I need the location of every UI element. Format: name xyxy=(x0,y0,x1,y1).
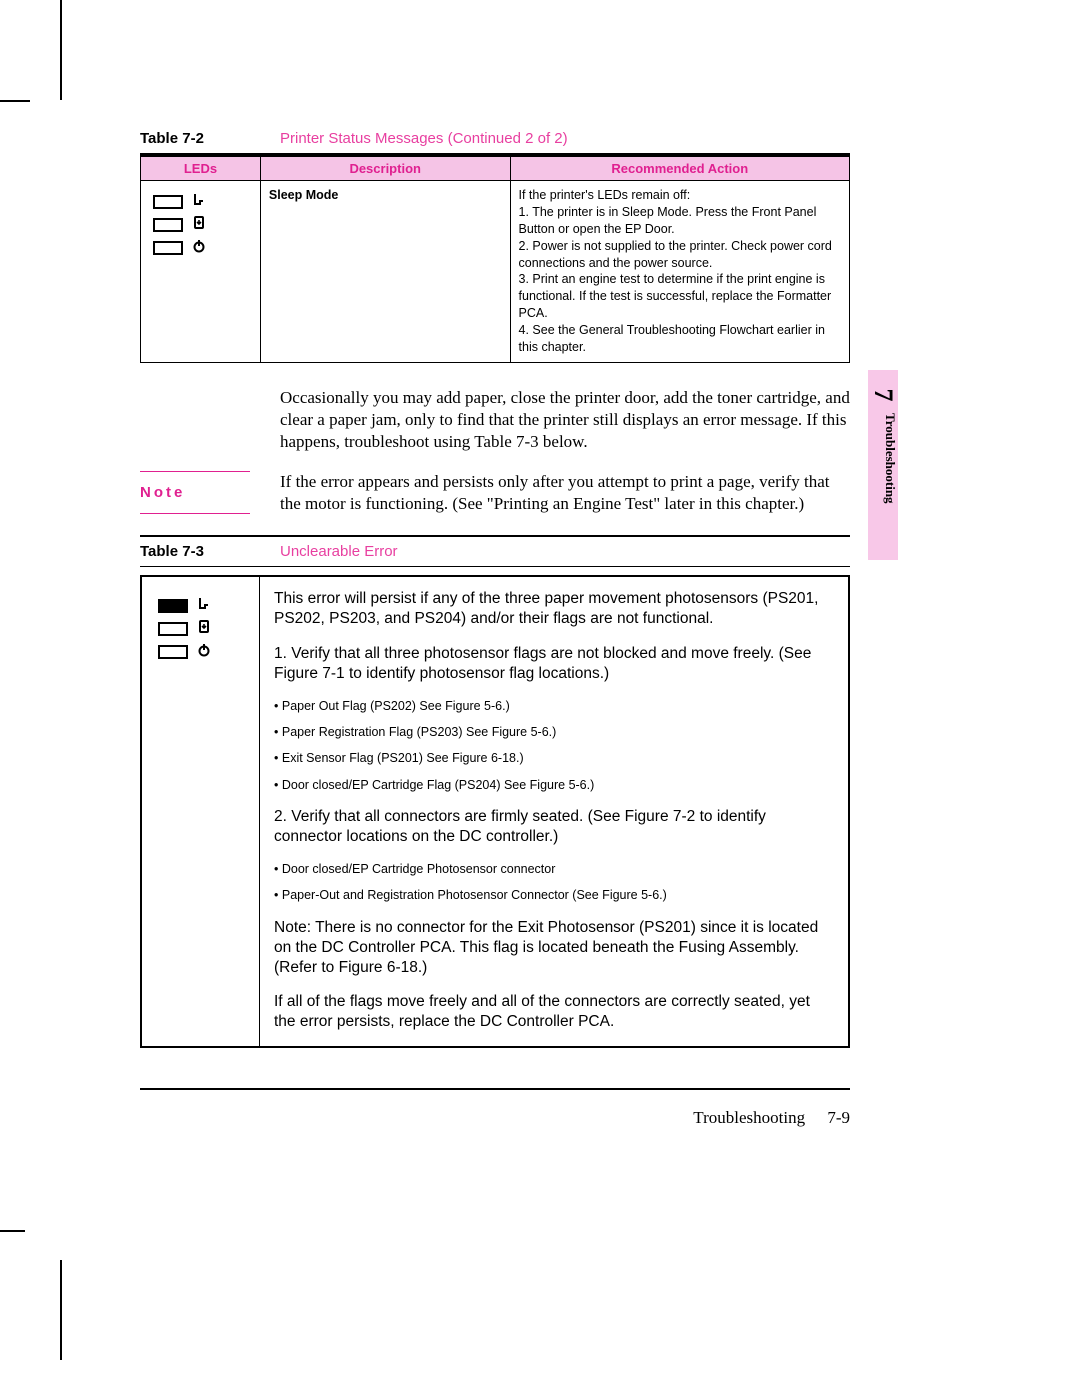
table-caption: Unclearable Error xyxy=(280,543,398,560)
led-paper-on xyxy=(158,599,188,613)
led-power xyxy=(158,645,188,659)
para: If all of the flags move freely and all … xyxy=(274,992,834,1032)
col-header-description: Description xyxy=(260,157,510,181)
crop-mark xyxy=(0,1230,25,1232)
para: This error will persist if any of the th… xyxy=(274,589,834,629)
led-data xyxy=(158,622,188,636)
para: 2. Verify that all connectors are firmly… xyxy=(274,807,834,847)
paper-icon xyxy=(196,597,212,614)
table-label: Table 7-3 xyxy=(140,543,280,560)
led-column xyxy=(142,577,260,1046)
para: 1. Verify that all three photosensor fla… xyxy=(274,644,834,684)
power-icon xyxy=(196,643,212,660)
action-item: 2. Power is not supplied to the printer.… xyxy=(519,238,841,272)
list-item: Door closed/EP Cartridge Flag (PS204) Se… xyxy=(274,777,834,793)
col-header-leds: LEDs xyxy=(141,157,261,181)
rule xyxy=(140,1088,850,1090)
footer-section: Troubleshooting xyxy=(693,1108,805,1127)
page-footer: Troubleshooting 7-9 xyxy=(140,1108,850,1128)
note-block: Note If the error appears and persists o… xyxy=(140,471,850,515)
list-item: Door closed/EP Cartridge Photosensor con… xyxy=(274,861,834,877)
data-icon xyxy=(191,216,207,233)
list-item: Paper-Out and Registration Photosensor C… xyxy=(274,887,834,903)
action-item: 3. Print an engine test to determine if … xyxy=(519,271,841,322)
page-content: Table 7-2 Printer Status Messages (Conti… xyxy=(140,130,850,1128)
table-row: Sleep Mode If the printer's LEDs remain … xyxy=(141,181,850,363)
paper-icon xyxy=(191,193,207,210)
crop-mark xyxy=(0,100,30,102)
led-indicator-stack xyxy=(149,187,252,268)
chapter-number: 7 xyxy=(868,389,898,402)
led-paper xyxy=(153,195,183,209)
list-item: Exit Sensor Flag (PS201) See Figure 6-18… xyxy=(274,750,834,766)
action-item: 1. The printer is in Sleep Mode. Press t… xyxy=(519,204,841,238)
list-item: Paper Out Flag (PS202) See Figure 5-6.) xyxy=(274,698,834,714)
data-icon xyxy=(196,620,212,637)
action-intro: If the printer's LEDs remain off: xyxy=(519,187,841,204)
bullet-list: Paper Out Flag (PS202) See Figure 5-6.) … xyxy=(274,698,834,793)
para: Note: There is no connector for the Exit… xyxy=(274,918,834,978)
table-caption: Printer Status Messages (Continued 2 of … xyxy=(280,130,568,147)
description-text: Sleep Mode xyxy=(269,188,338,202)
body-paragraph: Occasionally you may add paper, close th… xyxy=(280,387,850,453)
chapter-label: Troubleshooting xyxy=(868,405,898,555)
table-7-2-heading: Table 7-2 Printer Status Messages (Conti… xyxy=(140,130,850,147)
note-text: If the error appears and persists only a… xyxy=(280,471,850,515)
note-label: Note xyxy=(140,471,250,514)
action-item: 4. See the General Troubleshooting Flowc… xyxy=(519,322,841,356)
col-header-action: Recommended Action xyxy=(510,157,849,181)
table-7-3-heading-wrap: Table 7-3 Unclearable Error xyxy=(140,535,850,567)
bullet-list: Door closed/EP Cartridge Photosensor con… xyxy=(274,861,834,904)
list-item: Paper Registration Flag (PS203) See Figu… xyxy=(274,724,834,740)
table-label: Table 7-2 xyxy=(140,130,280,147)
text-column: This error will persist if any of the th… xyxy=(260,577,848,1046)
table-7-2: LEDs Description Recommended Action Slee… xyxy=(140,156,850,363)
led-data xyxy=(153,218,183,232)
led-power xyxy=(153,241,183,255)
power-icon xyxy=(191,239,207,256)
table-7-3: This error will persist if any of the th… xyxy=(140,575,850,1048)
action-cell: If the printer's LEDs remain off: 1. The… xyxy=(510,181,849,363)
crop-mark xyxy=(60,0,62,100)
chapter-tab: 7 Troubleshooting xyxy=(868,370,898,560)
footer-page-number: 7-9 xyxy=(827,1108,850,1127)
crop-mark xyxy=(60,1260,62,1360)
